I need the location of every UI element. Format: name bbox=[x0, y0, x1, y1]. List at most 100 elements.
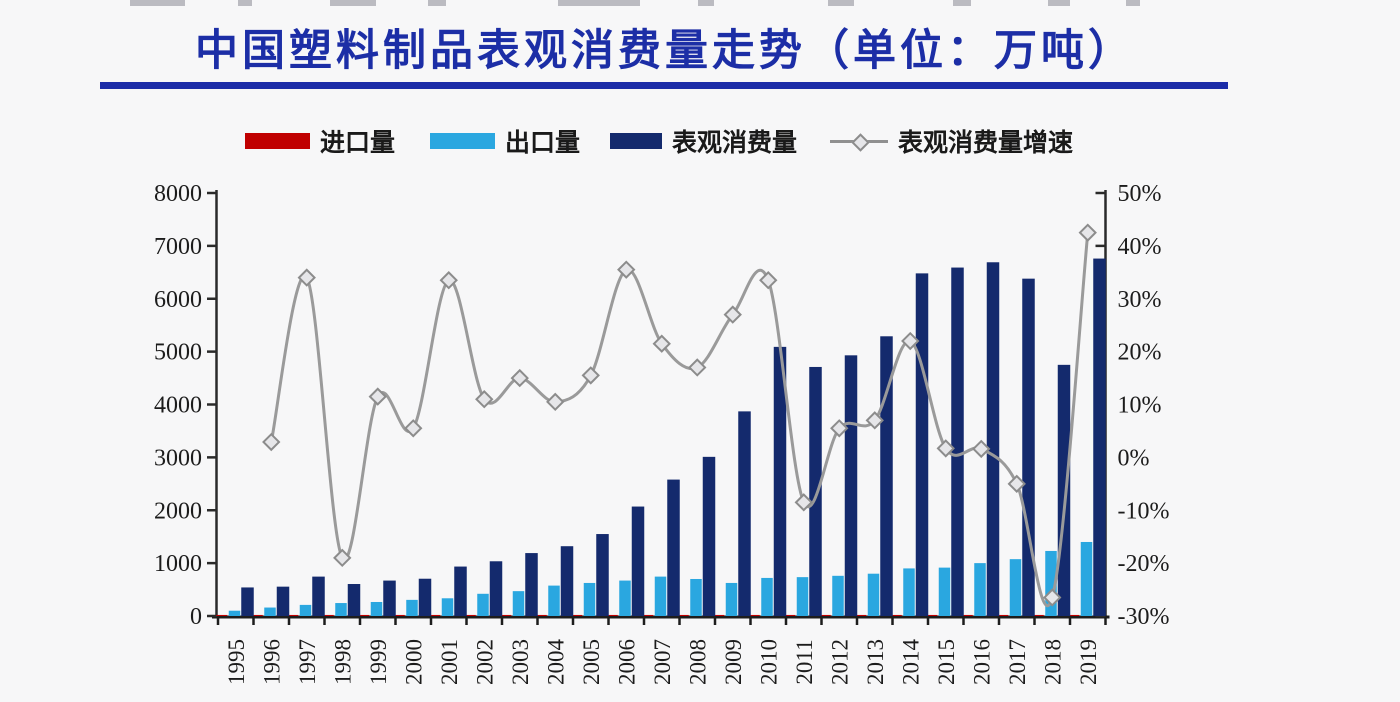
bar-1-2008 bbox=[690, 578, 702, 616]
growth-marker-icon bbox=[759, 271, 778, 290]
bar-2-2002 bbox=[489, 561, 503, 616]
growth-marker-icon bbox=[865, 411, 884, 430]
growth-marker-icon bbox=[297, 268, 316, 287]
x-axis-label: 2007 bbox=[650, 639, 675, 685]
y-axis-right-label: 50% bbox=[1118, 181, 1162, 207]
bar-2-2016 bbox=[986, 262, 1000, 616]
bar-1-1996 bbox=[264, 607, 276, 616]
bar-2-1998 bbox=[347, 584, 361, 616]
chart-title: 中国塑料制品表观消费量走势（单位：万吨） bbox=[195, 27, 1135, 75]
bar-1-2004 bbox=[548, 585, 560, 616]
x-axis-label: 2010 bbox=[756, 639, 781, 685]
bar-0-2016 bbox=[961, 614, 973, 616]
x-axis-label: 2005 bbox=[579, 639, 604, 685]
bar-0-1997 bbox=[287, 614, 299, 616]
growth-marker-icon bbox=[439, 271, 458, 290]
y-axis-right-label: 30% bbox=[1118, 287, 1162, 313]
x-axis-label: 2002 bbox=[472, 639, 497, 685]
bar-1-2010 bbox=[761, 577, 773, 616]
bar-2-2009 bbox=[738, 411, 751, 616]
bar-0-2015 bbox=[926, 614, 938, 616]
bar-0-2010 bbox=[748, 614, 760, 616]
bar-2-2011 bbox=[809, 366, 822, 616]
growth-marker-icon bbox=[901, 331, 920, 351]
growth-marker-icon bbox=[972, 439, 991, 459]
y-axis-right-label: -10% bbox=[1118, 498, 1170, 524]
y-axis-right-label: 20% bbox=[1118, 340, 1162, 366]
y-axis-right-label: -20% bbox=[1118, 551, 1170, 577]
bar-2-2015 bbox=[951, 267, 964, 616]
bar-2-2004 bbox=[560, 546, 574, 616]
bar-0-2009 bbox=[713, 614, 725, 616]
bar-1-2001 bbox=[441, 598, 454, 616]
bar-1-2007 bbox=[654, 576, 667, 616]
bar-1-2000 bbox=[406, 599, 418, 616]
growth-marker-icon bbox=[1043, 588, 1062, 607]
bar-2-2001 bbox=[454, 566, 467, 616]
x-axis-label: 1995 bbox=[224, 639, 249, 685]
y-axis-left-label: 1000 bbox=[154, 551, 202, 577]
bar-2-1997 bbox=[312, 576, 325, 616]
x-axis-label: 2003 bbox=[508, 639, 533, 685]
bar-1-2006 bbox=[619, 580, 631, 616]
x-axis-label: 2018 bbox=[1040, 639, 1065, 685]
bar-2-2007 bbox=[667, 479, 680, 616]
y-axis-left-label: 0 bbox=[190, 604, 202, 630]
x-axis-label: 1999 bbox=[366, 639, 391, 685]
bar-0-2006 bbox=[606, 614, 618, 616]
bar-0-1998 bbox=[322, 614, 334, 616]
y-axis-left-label: 7000 bbox=[154, 234, 202, 260]
bar-2-2019 bbox=[1093, 258, 1106, 616]
bar-1-2012 bbox=[832, 575, 844, 616]
bar-1-2003 bbox=[512, 591, 525, 616]
x-axis-label: 2017 bbox=[1005, 639, 1030, 685]
x-axis-label: 2009 bbox=[721, 639, 746, 685]
y-axis-left-label: 8000 bbox=[154, 181, 202, 207]
bar-2-2013 bbox=[880, 336, 893, 616]
bar-0-2008 bbox=[677, 614, 689, 616]
bar-0-1995 bbox=[216, 614, 228, 616]
bar-2-2012 bbox=[844, 355, 858, 616]
x-axis-label: 1996 bbox=[259, 639, 284, 685]
bar-0-2000 bbox=[393, 614, 405, 616]
x-axis-label: 2011 bbox=[792, 639, 817, 684]
growth-marker-icon bbox=[262, 432, 281, 452]
bar-1-2015 bbox=[938, 567, 951, 616]
bar-0-1996 bbox=[251, 614, 263, 616]
growth-marker-icon bbox=[617, 260, 636, 279]
y-axis-right-label: 0% bbox=[1118, 445, 1150, 471]
bar-1-2009 bbox=[725, 582, 738, 616]
growth-marker-icon bbox=[510, 368, 529, 388]
x-axis-label: 2000 bbox=[401, 639, 426, 685]
bar-1-2017 bbox=[1009, 559, 1022, 616]
x-axis-label: 1998 bbox=[330, 639, 355, 685]
bar-0-2013 bbox=[855, 614, 867, 616]
y-axis-left-label: 3000 bbox=[154, 445, 202, 471]
x-axis-label: 2008 bbox=[685, 639, 710, 685]
x-axis-label: 2014 bbox=[898, 639, 923, 686]
bar-1-2005 bbox=[583, 582, 596, 616]
title-underline bbox=[100, 82, 1228, 89]
x-axis-label: 1997 bbox=[295, 639, 320, 685]
y-axis-left-label: 6000 bbox=[154, 287, 202, 313]
bar-1-1998 bbox=[335, 603, 347, 616]
x-axis-label: 2015 bbox=[934, 639, 959, 685]
bar-2-2005 bbox=[596, 534, 609, 616]
bar-2-2008 bbox=[702, 456, 716, 616]
bar-2-1999 bbox=[383, 580, 396, 616]
bar-0-2012 bbox=[819, 614, 831, 616]
bar-2-2010 bbox=[773, 346, 787, 616]
growth-marker-icon bbox=[794, 493, 813, 512]
bar-0-2002 bbox=[464, 614, 476, 616]
bar-0-2018 bbox=[1032, 614, 1044, 616]
bar-1-2002 bbox=[477, 593, 489, 616]
bar-1-1995 bbox=[228, 610, 241, 616]
x-axis-label: 2013 bbox=[863, 639, 888, 685]
bar-0-2014 bbox=[890, 614, 902, 616]
bar-1-2016 bbox=[974, 563, 986, 616]
growth-marker-icon bbox=[652, 334, 671, 353]
bar-0-2003 bbox=[500, 614, 512, 616]
bar-0-2001 bbox=[429, 614, 441, 616]
